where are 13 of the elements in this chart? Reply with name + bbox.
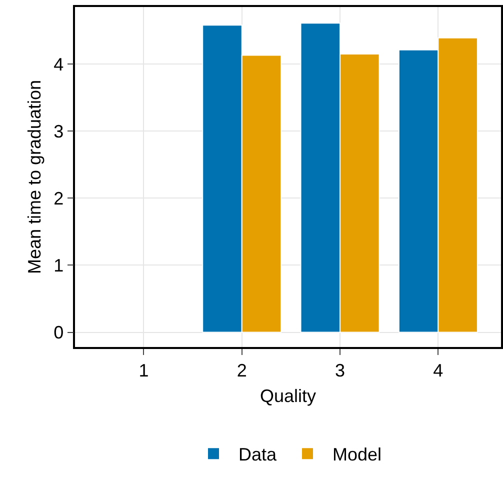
y-tick-label: 3 — [54, 121, 64, 142]
y-tick-label: 1 — [54, 255, 64, 276]
x-tick-label: 3 — [335, 360, 346, 380]
y-tick-label: 4 — [54, 54, 64, 74]
x-tick-label: 1 — [138, 360, 149, 380]
x-tick-label: 4 — [433, 360, 444, 380]
legend-label: Data — [238, 444, 278, 465]
y-axis-title: Mean time to graduation — [24, 80, 44, 274]
y-tick-label: 0 — [54, 322, 64, 343]
x-tick-label: 2 — [236, 360, 247, 380]
y-tick-label: 2 — [54, 188, 64, 208]
legend-label: Model — [332, 444, 382, 465]
x-axis-title: Quality — [260, 386, 316, 406]
